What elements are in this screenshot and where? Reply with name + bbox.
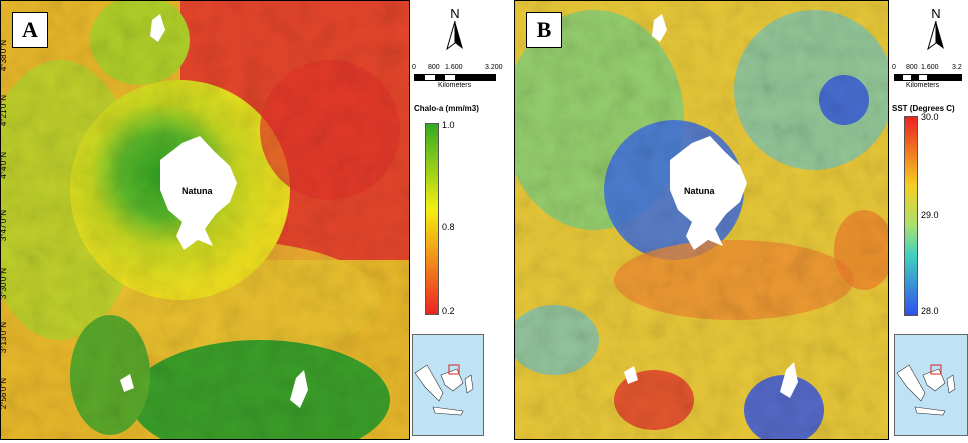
north-arrow: N — [916, 6, 956, 56]
legend-mid: 29.0 — [921, 210, 939, 220]
legend-min: 0.2 — [442, 306, 455, 316]
lat-label: 4°4'0"N — [0, 152, 8, 179]
north-label: N — [931, 6, 941, 21]
legend-color-bar — [904, 116, 918, 316]
north-arrow-icon — [927, 20, 944, 51]
legend-max: 1.0 — [442, 120, 455, 130]
legend-title: Chalo-a (mm/m3) — [414, 104, 479, 113]
north-label: N — [450, 6, 460, 21]
legend-mid: 0.8 — [442, 222, 455, 232]
scale-tick: 0 — [892, 64, 896, 71]
lat-label: 4°21'0"N — [0, 95, 8, 127]
locator-inset-map — [894, 334, 968, 436]
legend-title: SST (Degrees C) — [892, 104, 955, 113]
north-arrow: N — [435, 6, 475, 56]
panel-b: B Natuna N 0 800 1.600 3.2 Kilometers SS… — [514, 0, 968, 443]
lat-label: 3°30'0"N — [0, 268, 8, 300]
panel-letter: B — [526, 12, 562, 48]
scale-tick: 0 — [412, 64, 416, 71]
panel-a: A Natuna 4°38'0"N 4°21'0"N 4°4'0"N 3°47'… — [0, 0, 503, 440]
lat-label: 4°38'0"N — [0, 40, 8, 72]
chlorophyll-map — [0, 0, 410, 440]
scale-tick: 800 — [906, 64, 918, 71]
north-arrow-icon — [446, 20, 463, 51]
island-label: Natuna — [684, 186, 715, 196]
scale-tick: 3.2 — [952, 64, 962, 71]
scale-tick: 3.200 — [485, 64, 503, 71]
lat-label: 3°47'0"N — [0, 210, 8, 242]
scale-unit: Kilometers — [438, 82, 472, 89]
scale-tick: 1.600 — [921, 64, 939, 71]
scale-bar — [894, 74, 962, 81]
locator-inset-map — [412, 334, 484, 436]
island-label: Natuna — [182, 186, 213, 196]
legend-min: 28.0 — [921, 306, 939, 316]
scale-unit: Kilometers — [906, 82, 940, 89]
legend-max: 30.0 — [921, 112, 939, 122]
scale-tick: 1.600 — [445, 64, 463, 71]
sst-map — [514, 0, 889, 440]
lat-label: 3°13'0"N — [0, 322, 8, 354]
legend-color-bar — [425, 123, 439, 315]
scale-bar — [414, 74, 496, 81]
panel-letter: A — [12, 12, 48, 48]
lat-label: 2°56'0"N — [0, 378, 8, 410]
scale-tick: 800 — [428, 64, 440, 71]
